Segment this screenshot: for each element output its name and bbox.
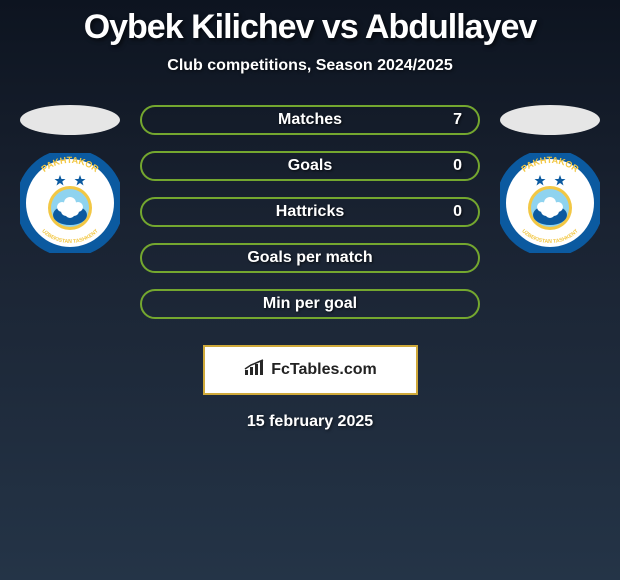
chart-icon	[243, 359, 265, 382]
stat-row: Min per goal	[140, 289, 480, 319]
stat-row: Hattricks 0	[140, 197, 480, 227]
stat-label: Hattricks	[276, 203, 344, 221]
stats-column: Matches 7 Goals 0 Hattricks 0 Goals per match M…	[140, 105, 480, 319]
comparison-layout: PAKHTAKOR UZBEKISTAN TASHKENT Matches 7 Go…	[0, 105, 620, 319]
stat-row: Matches 7	[140, 105, 480, 135]
page-title: Oybek Kilichev vs Abdullayev	[0, 0, 620, 47]
stat-value-right: 0	[453, 203, 462, 221]
left-club-badge: PAKHTAKOR UZBEKISTAN TASHKENT	[20, 153, 120, 253]
left-player-column: PAKHTAKOR UZBEKISTAN TASHKENT	[20, 105, 120, 253]
right-club-badge: PAKHTAKOR UZBEKISTAN TASHKENT	[500, 153, 600, 253]
brand-attribution: FcTables.com	[203, 345, 418, 395]
page-subtitle: Club competitions, Season 2024/2025	[0, 57, 620, 75]
stat-label: Goals	[288, 157, 332, 175]
brand-text: FcTables.com	[271, 361, 377, 379]
stat-value-right: 7	[453, 111, 462, 129]
right-player-column: PAKHTAKOR UZBEKISTAN TASHKENT	[500, 105, 600, 253]
left-player-silhouette	[20, 105, 120, 135]
stat-label: Min per goal	[263, 295, 357, 313]
stat-label: Matches	[278, 111, 342, 129]
stat-label: Goals per match	[247, 249, 372, 267]
right-player-silhouette	[500, 105, 600, 135]
stat-row: Goals per match	[140, 243, 480, 273]
stat-value-right: 0	[453, 157, 462, 175]
stat-row: Goals 0	[140, 151, 480, 181]
snapshot-date: 15 february 2025	[0, 413, 620, 431]
